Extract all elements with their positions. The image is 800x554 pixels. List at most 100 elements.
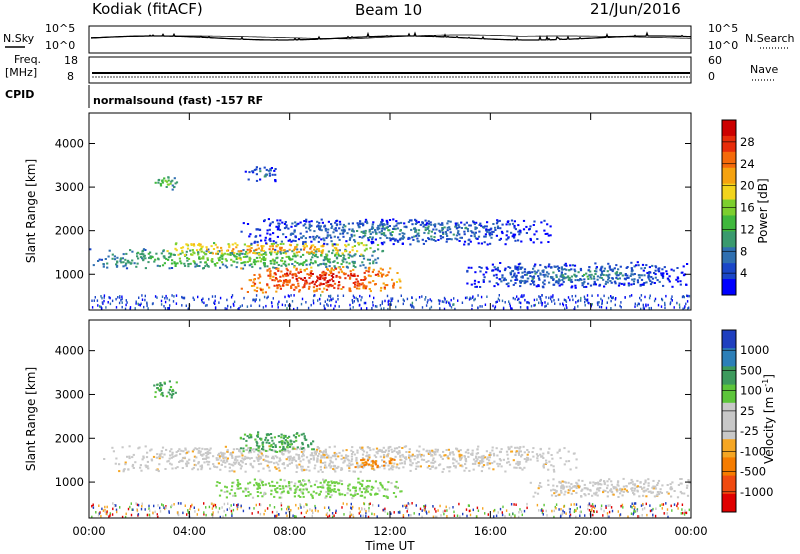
echo-cell [375, 456, 378, 459]
echo-cell [239, 257, 242, 260]
echo-cell [240, 465, 243, 468]
echo-cell [434, 467, 437, 470]
echo-cell [256, 442, 259, 445]
echo-cell [208, 460, 211, 463]
echo-cell [232, 302, 235, 306]
echo-cell [457, 450, 460, 453]
echo-cell [489, 454, 492, 456]
echo-cell [380, 275, 383, 278]
echo-cell [204, 304, 207, 307]
echo-cell [341, 493, 344, 496]
echo-cell [642, 494, 645, 497]
echo-cell [216, 466, 219, 469]
echo-cell [338, 451, 341, 454]
echo-cell [429, 468, 432, 470]
echo-cell [626, 266, 629, 268]
echo-cell [389, 232, 392, 235]
echo-cell [687, 294, 689, 298]
echo-cell [352, 274, 355, 277]
echo-cell [602, 274, 605, 276]
echo-cell [282, 251, 285, 254]
echo-cell [354, 489, 357, 492]
echo-cell [362, 232, 365, 234]
echo-cell [286, 514, 288, 517]
echo-cell [391, 237, 395, 240]
echo-cell [671, 481, 674, 484]
echo-cell [295, 448, 298, 451]
echo-cell [492, 468, 495, 471]
echo-cell [302, 253, 305, 256]
echo-cell [590, 509, 593, 512]
echo-cell [459, 459, 462, 461]
echo-cell [517, 224, 520, 227]
echo-cell [215, 506, 217, 509]
echo-cell [500, 280, 503, 283]
echo-cell [379, 237, 382, 240]
echo-cell [658, 280, 661, 283]
echo-cell [138, 303, 140, 306]
echo-cell [208, 505, 211, 509]
echo-cell [372, 486, 375, 489]
echo-cell [323, 278, 326, 281]
echo-cell [411, 304, 413, 307]
echo-cell [231, 243, 234, 246]
echo-cell [334, 221, 337, 224]
echo-cell [310, 240, 313, 243]
echo-cell [572, 490, 575, 492]
echo-cell [364, 277, 367, 280]
echo-cell [201, 300, 203, 304]
echo-cell [564, 272, 567, 275]
echo-cell [665, 270, 668, 273]
echo-cell [273, 251, 276, 254]
echo-cell [301, 491, 304, 494]
echo-cell [274, 466, 277, 469]
echo-cell [168, 267, 171, 270]
echo-cell [220, 261, 224, 264]
echo-cell [314, 250, 317, 253]
echo-cell [214, 306, 217, 310]
echo-cell [584, 297, 586, 301]
echo-cell [310, 250, 313, 253]
echo-cell [233, 260, 236, 263]
echo-cell [222, 253, 225, 256]
echo-cell [664, 301, 666, 305]
echo-cell [278, 441, 281, 444]
echo-cell [422, 454, 425, 457]
echo-cell [561, 480, 564, 483]
echo-cell [231, 456, 234, 459]
echo-cell [330, 236, 333, 239]
echo-cell [623, 283, 626, 286]
echo-cell [415, 462, 418, 465]
echo-cell [636, 281, 640, 284]
echo-cell [124, 461, 127, 464]
echo-cell [377, 487, 380, 490]
echo-cell [579, 510, 581, 514]
echo-cell [421, 515, 423, 519]
echo-cell [327, 304, 329, 307]
echo-cell [374, 463, 378, 466]
echo-cell [369, 247, 372, 250]
echo-cell [507, 457, 510, 460]
echo-cell [353, 286, 356, 288]
echo-cell [354, 281, 357, 284]
echo-cell [95, 511, 97, 514]
echo-cell [403, 445, 406, 448]
echo-cell [264, 455, 268, 458]
echo-cell [312, 244, 315, 247]
echo-cell [396, 447, 399, 450]
echo-cell [116, 510, 118, 514]
echo-cell [148, 504, 150, 508]
echo-cell [654, 485, 657, 488]
echo-cell [427, 232, 430, 235]
echo-cell [342, 502, 344, 505]
echo-cell [415, 298, 417, 302]
freq-tick-8: 8 [67, 70, 74, 83]
echo-cell [649, 490, 652, 493]
echo-cell [509, 273, 512, 276]
echo-cell [205, 454, 208, 457]
echo-cell [607, 275, 610, 278]
echo-cell [652, 507, 654, 511]
echo-cell [350, 274, 353, 277]
echo-cell [478, 224, 481, 226]
echo-cell [638, 276, 641, 279]
